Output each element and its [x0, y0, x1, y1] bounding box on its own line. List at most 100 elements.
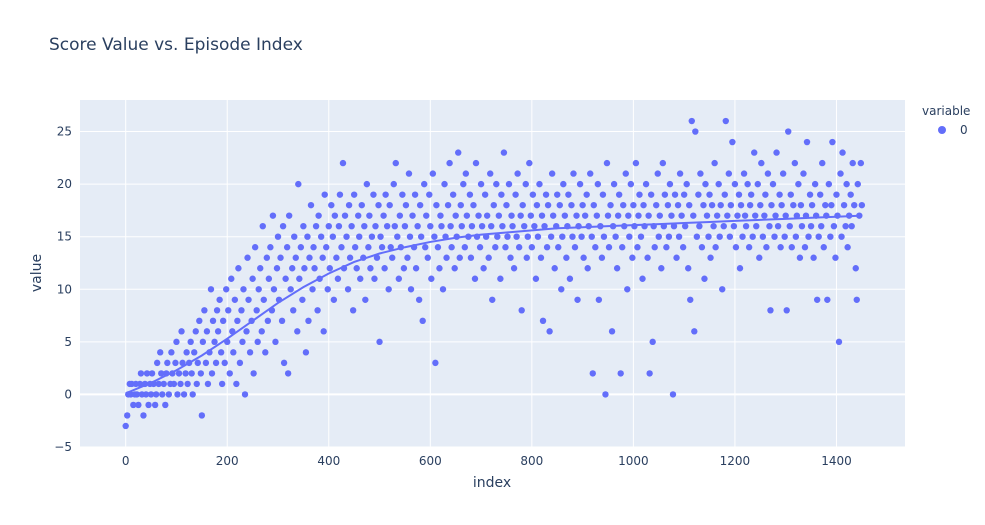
- scatter-point[interactable]: [736, 265, 744, 272]
- scatter-point[interactable]: [808, 201, 816, 209]
- scatter-point[interactable]: [382, 191, 389, 198]
- scatter-point[interactable]: [848, 222, 855, 230]
- scatter-point[interactable]: [646, 370, 653, 377]
- scatter-point[interactable]: [757, 201, 764, 209]
- scatter-point[interactable]: [455, 149, 462, 156]
- scatter-point[interactable]: [238, 307, 245, 314]
- scatter-point[interactable]: [310, 244, 317, 251]
- scatter-point[interactable]: [392, 159, 399, 167]
- scatter-point[interactable]: [147, 391, 155, 398]
- scatter-point[interactable]: [688, 117, 695, 125]
- scatter-point[interactable]: [270, 286, 278, 293]
- scatter-point[interactable]: [595, 296, 603, 303]
- scatter-point[interactable]: [304, 233, 311, 240]
- scatter-point[interactable]: [574, 296, 581, 303]
- scatter-point[interactable]: [565, 191, 572, 198]
- scatter-point[interactable]: [244, 254, 251, 261]
- scatter-point[interactable]: [761, 212, 768, 219]
- scatter-point[interactable]: [791, 159, 799, 167]
- scatter-point[interactable]: [297, 244, 305, 251]
- scatter-point[interactable]: [390, 180, 397, 188]
- scatter-point[interactable]: [137, 370, 145, 377]
- scatter-point[interactable]: [353, 265, 360, 272]
- scatter-point[interactable]: [362, 296, 369, 303]
- scatter-point[interactable]: [309, 286, 316, 293]
- scatter-point[interactable]: [188, 370, 195, 377]
- scatter-point[interactable]: [561, 212, 569, 219]
- scatter-point[interactable]: [159, 391, 166, 398]
- scatter-point[interactable]: [278, 317, 286, 325]
- scatter-point[interactable]: [547, 233, 555, 240]
- scatter-point[interactable]: [598, 254, 606, 261]
- scatter-point[interactable]: [693, 233, 701, 240]
- scatter-point[interactable]: [488, 222, 495, 230]
- scatter-point[interactable]: [771, 233, 778, 240]
- scatter-point[interactable]: [614, 212, 622, 219]
- scatter-point[interactable]: [554, 191, 561, 198]
- scatter-point[interactable]: [676, 170, 684, 177]
- scatter-point[interactable]: [539, 317, 547, 325]
- scatter-point[interactable]: [685, 265, 692, 272]
- scatter-point[interactable]: [578, 233, 585, 240]
- scatter-point[interactable]: [847, 191, 854, 198]
- scatter-point[interactable]: [431, 233, 438, 240]
- scatter-point[interactable]: [305, 317, 312, 325]
- scatter-point[interactable]: [829, 138, 836, 146]
- scatter-point[interactable]: [182, 370, 189, 377]
- scatter-point[interactable]: [122, 422, 129, 430]
- scatter-point[interactable]: [231, 296, 239, 303]
- scatter-point[interactable]: [202, 359, 210, 367]
- scatter-point[interactable]: [721, 191, 728, 198]
- scatter-point[interactable]: [452, 212, 459, 219]
- scatter-point[interactable]: [335, 222, 343, 230]
- scatter-point[interactable]: [320, 328, 327, 335]
- scatter-point[interactable]: [489, 296, 496, 303]
- scatter-point[interactable]: [815, 233, 822, 240]
- scatter-point[interactable]: [311, 265, 318, 272]
- scatter-point[interactable]: [376, 338, 383, 346]
- scatter-point[interactable]: [204, 380, 212, 388]
- scatter-point[interactable]: [703, 212, 711, 219]
- scatter-point[interactable]: [647, 191, 655, 198]
- scatter-point[interactable]: [483, 212, 491, 219]
- scatter-point[interactable]: [345, 201, 353, 209]
- scatter-point[interactable]: [284, 370, 292, 377]
- scatter-point[interactable]: [852, 265, 859, 272]
- scatter-point[interactable]: [767, 307, 774, 314]
- scatter-point[interactable]: [729, 138, 736, 146]
- scatter-point[interactable]: [492, 244, 499, 251]
- scatter-point[interactable]: [424, 254, 431, 261]
- scatter-point[interactable]: [233, 380, 240, 388]
- scatter-point[interactable]: [715, 180, 722, 188]
- scatter-point[interactable]: [422, 244, 429, 251]
- scatter-point[interactable]: [140, 412, 147, 419]
- scatter-point[interactable]: [280, 359, 288, 367]
- scatter-point[interactable]: [394, 233, 401, 240]
- scatter-point[interactable]: [779, 170, 787, 177]
- scatter-point[interactable]: [546, 328, 553, 335]
- scatter-point[interactable]: [428, 275, 435, 282]
- scatter-point[interactable]: [788, 244, 795, 251]
- scatter-point[interactable]: [375, 201, 382, 209]
- scatter-point[interactable]: [787, 191, 794, 198]
- scatter-point[interactable]: [835, 338, 843, 346]
- scatter-point[interactable]: [626, 233, 633, 240]
- scatter-point[interactable]: [427, 222, 434, 230]
- scatter-point[interactable]: [653, 201, 660, 209]
- scatter-point[interactable]: [191, 349, 198, 356]
- scatter-point[interactable]: [199, 338, 207, 346]
- scatter-point[interactable]: [858, 201, 866, 209]
- scatter-point[interactable]: [842, 222, 849, 230]
- scatter-point[interactable]: [781, 233, 788, 240]
- scatter-point[interactable]: [534, 233, 542, 240]
- scatter-point[interactable]: [806, 191, 814, 198]
- scatter-point[interactable]: [593, 212, 601, 219]
- scatter-point[interactable]: [747, 191, 755, 198]
- scatter-point[interactable]: [745, 244, 753, 251]
- scatter-point[interactable]: [365, 244, 372, 251]
- scatter-point[interactable]: [328, 201, 335, 209]
- scatter-point[interactable]: [517, 212, 524, 219]
- scatter-point[interactable]: [840, 201, 848, 209]
- scatter-point[interactable]: [306, 254, 313, 261]
- scatter-point[interactable]: [193, 380, 200, 388]
